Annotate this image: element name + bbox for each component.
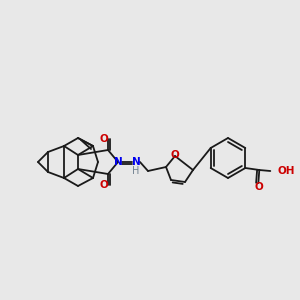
- Text: N: N: [132, 157, 140, 167]
- Text: O: O: [100, 134, 108, 144]
- Text: OH: OH: [277, 166, 295, 176]
- Text: O: O: [255, 182, 264, 192]
- Text: O: O: [100, 180, 108, 190]
- Text: H: H: [132, 166, 140, 176]
- Text: O: O: [171, 150, 179, 160]
- Text: N: N: [114, 157, 122, 167]
